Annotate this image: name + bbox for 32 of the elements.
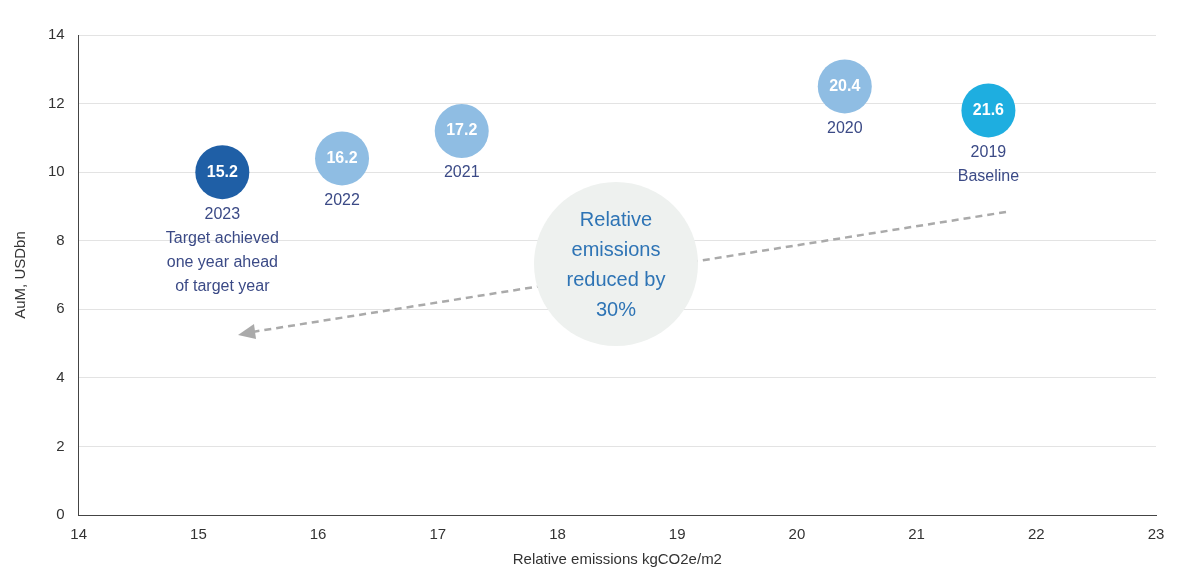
y-tick-label: 8 <box>56 230 65 248</box>
annotation: 2020 <box>826 118 863 136</box>
annotation: 17.2 <box>446 121 478 139</box>
y-tick-label: 2 <box>56 436 65 454</box>
x-tick-label: 16 <box>309 525 327 543</box>
y-tick-label: 4 <box>56 368 65 385</box>
annotation: 20.4 <box>829 76 861 94</box>
x-tick-label: 19 <box>668 525 686 543</box>
x-tick-label: 18 <box>549 525 566 543</box>
y-tick-label: 6 <box>56 299 65 317</box>
x-tick-label: 20 <box>788 525 806 543</box>
x-tick-label: 14 <box>70 525 88 543</box>
annotation: 2021 <box>443 163 480 181</box>
x-axis-title: Relative emissions kgCO2e/m2 <box>512 550 722 568</box>
y-tick-label: 0 <box>56 505 65 523</box>
annotation: 2019 Baseline <box>957 142 1020 184</box>
x-tick-label: 22 <box>1027 525 1045 543</box>
y-tick-label: 12 <box>48 93 65 111</box>
annotation: 2022 <box>324 190 360 208</box>
x-tick-label: 23 <box>1147 525 1165 543</box>
y-tick-label: 14 <box>48 25 65 43</box>
y-tick-label: 10 <box>48 162 65 180</box>
x-tick-label: 15 <box>190 525 207 543</box>
annotation: 15.2 <box>206 162 238 180</box>
note-circle: Relative emissions reduced by 30% <box>534 182 698 346</box>
annotation: 21.6 <box>972 100 1005 118</box>
annotation: 16.2 <box>326 148 358 166</box>
annotation: 2023 Target achieved one year ahead of target year <box>165 204 279 294</box>
x-tick-label: 21 <box>908 525 925 543</box>
annotation: Relative emissions reduced by 30% <box>565 207 667 322</box>
x-tick-label: 17 <box>429 525 447 543</box>
y-axis-title: AuM, USDbn <box>11 231 29 319</box>
